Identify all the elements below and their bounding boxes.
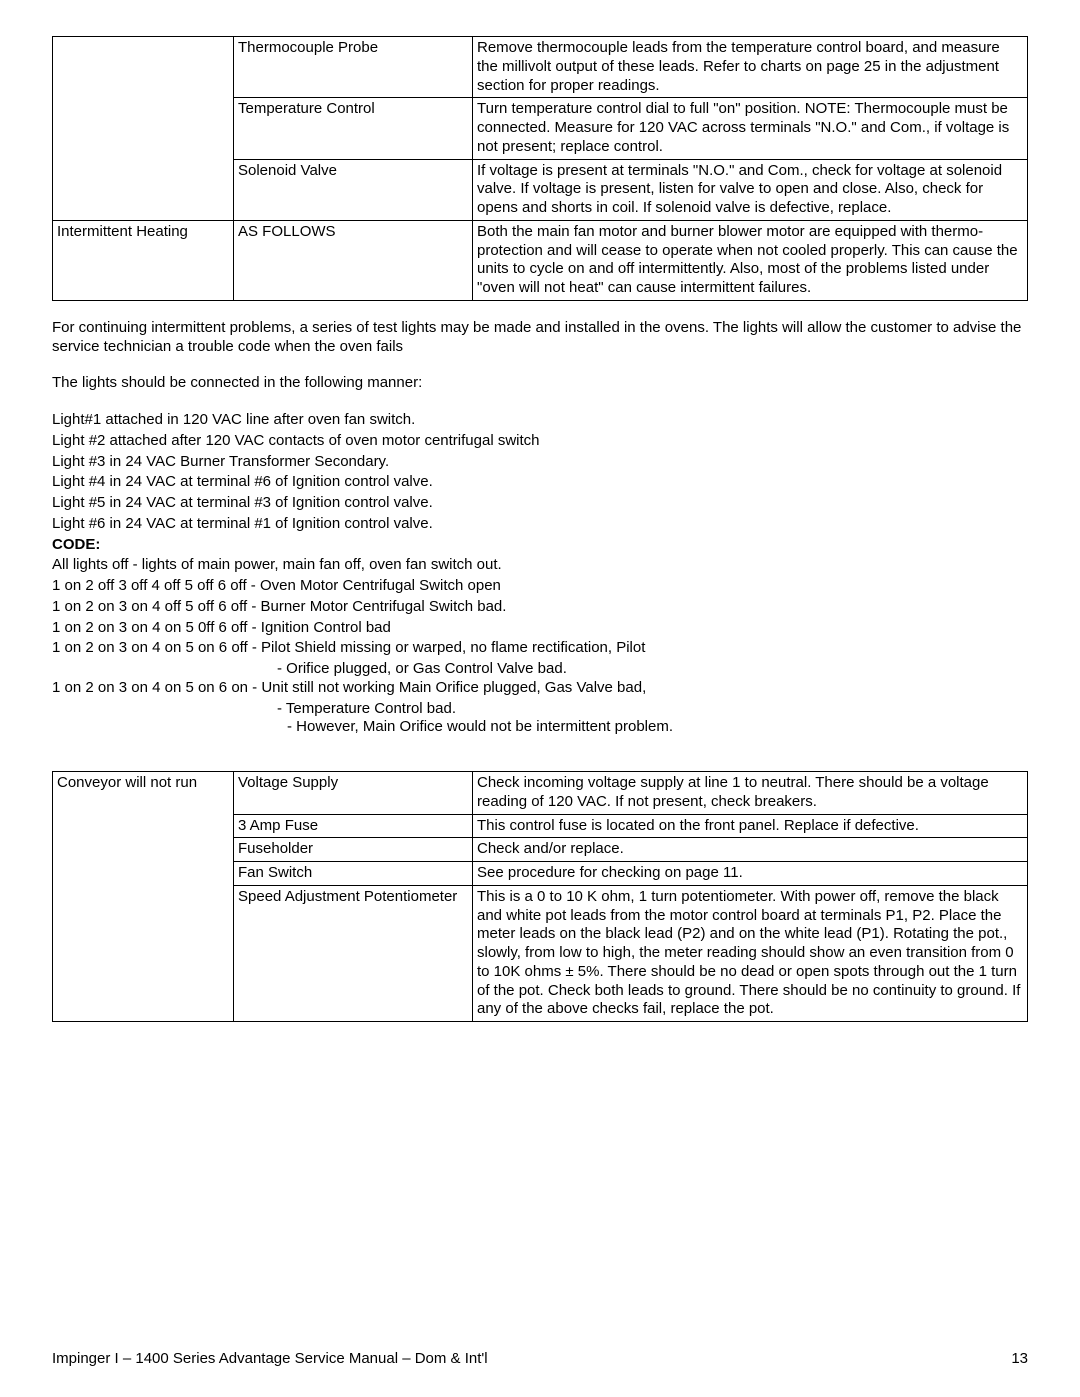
remedy-cell: If voltage is present at terminals "N.O.… <box>473 159 1028 220</box>
symptom-cell <box>53 37 234 221</box>
remedy-cell: Both the main fan motor and burner blowe… <box>473 220 1028 300</box>
body-paragraph: The lights should be connected in the fo… <box>52 374 1028 393</box>
light-line: Light #3 in 24 VAC Burner Transformer Se… <box>52 453 1028 472</box>
table-row: Thermocouple Probe Remove thermocouple l… <box>53 37 1028 98</box>
remedy-cell: Remove thermocouple leads from the tempe… <box>473 37 1028 98</box>
body-paragraph: For continuing intermittent problems, a … <box>52 319 1028 357</box>
light-line: Light #2 attached after 120 VAC contacts… <box>52 432 1028 451</box>
remedy-cell: This control fuse is located on the fron… <box>473 814 1028 838</box>
footer-title: Impinger I – 1400 Series Advantage Servi… <box>52 1350 488 1367</box>
remedy-cell: Turn temperature control dial to full "o… <box>473 98 1028 159</box>
cause-cell: Solenoid Valve <box>234 159 473 220</box>
code-line: All lights off - lights of main power, m… <box>52 556 1028 575</box>
code-line: 1 on 2 on 3 on 4 on 5 0ff 6 off - Igniti… <box>52 619 1028 638</box>
cause-cell: 3 Amp Fuse <box>234 814 473 838</box>
remedy-cell: This is a 0 to 10 K ohm, 1 turn potentio… <box>473 885 1028 1021</box>
light-line: Light#1 attached in 120 VAC line after o… <box>52 411 1028 430</box>
troubleshoot-table-2: Conveyor will not run Voltage Supply Che… <box>52 771 1028 1022</box>
code-line: 1 on 2 on 3 on 4 on 5 on 6 off - Pilot S… <box>52 639 1028 658</box>
troubleshoot-table-1: Thermocouple Probe Remove thermocouple l… <box>52 36 1028 301</box>
table-row: Intermittent Heating AS FOLLOWS Both the… <box>53 220 1028 300</box>
cause-cell: AS FOLLOWS <box>234 220 473 300</box>
code-line: 1 on 2 on 3 on 4 off 5 off 6 off - Burne… <box>52 598 1028 617</box>
remedy-cell: Check and/or replace. <box>473 838 1028 862</box>
code-line-cont: - However, Main Orifice would not be int… <box>52 718 1028 737</box>
symptom-cell: Intermittent Heating <box>53 220 234 300</box>
cause-cell: Temperature Control <box>234 98 473 159</box>
light-line: Light #4 in 24 VAC at terminal #6 of Ign… <box>52 473 1028 492</box>
table-row: Conveyor will not run Voltage Supply Che… <box>53 772 1028 815</box>
cause-cell: Thermocouple Probe <box>234 37 473 98</box>
cause-cell: Fuseholder <box>234 838 473 862</box>
light-line: Light #6 in 24 VAC at terminal #1 of Ign… <box>52 515 1028 534</box>
symptom-cell: Conveyor will not run <box>53 772 234 1022</box>
cause-cell: Voltage Supply <box>234 772 473 815</box>
code-label: CODE: <box>52 536 1028 555</box>
code-line-cont: - Temperature Control bad. <box>52 700 1028 719</box>
cause-cell: Fan Switch <box>234 862 473 886</box>
remedy-cell: Check incoming voltage supply at line 1 … <box>473 772 1028 815</box>
code-line: 1 on 2 off 3 off 4 off 5 off 6 off - Ove… <box>52 577 1028 596</box>
light-line: Light #5 in 24 VAC at terminal #3 of Ign… <box>52 494 1028 513</box>
cause-cell: Speed Adjustment Potentiometer <box>234 885 473 1021</box>
code-line: 1 on 2 on 3 on 4 on 5 on 6 on - Unit sti… <box>52 679 1028 698</box>
page-footer: Impinger I – 1400 Series Advantage Servi… <box>52 1350 1028 1369</box>
code-line-cont: - Orifice plugged, or Gas Control Valve … <box>52 660 1028 679</box>
remedy-cell: See procedure for checking on page 11. <box>473 862 1028 886</box>
footer-page-number: 13 <box>1011 1350 1028 1369</box>
